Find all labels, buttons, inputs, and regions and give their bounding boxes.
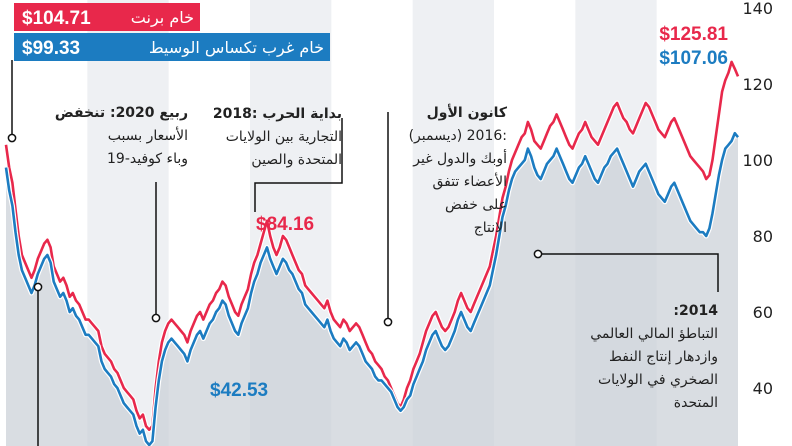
leader-2018 <box>254 118 343 212</box>
y-tick-label: 100 <box>742 151 773 170</box>
annotation-2016-line: على خفض <box>445 197 507 213</box>
annotation-2016-line: كانون الأول <box>427 104 508 121</box>
legend-brent-value: $104.71 <box>22 8 91 29</box>
y-tick-label: 60 <box>753 303 773 322</box>
legend-wti-bar <box>14 33 330 61</box>
brent-line <box>4 60 740 432</box>
annotation-2014-line: :2014 <box>673 303 718 319</box>
annotation-2014-line: المتحدة <box>674 395 718 411</box>
legend-brent-label: خام برنت <box>131 8 194 28</box>
leader-2016-dot <box>383 317 393 327</box>
legend-wti-value: $99.33 <box>22 38 80 59</box>
leader-2016-low-dot <box>33 282 43 292</box>
annotation-2014-line: الصخري في الولايات <box>598 372 718 388</box>
wti-area <box>6 133 738 446</box>
leader-2020-dot <box>151 313 161 323</box>
annotation-texts: ربيع 2020: تنخفض الأسعار بسبب وباء كوفيد-1… <box>55 24 729 411</box>
y-tick-label: 140 <box>742 0 773 18</box>
annotation-2016-line: الانتاج <box>474 220 507 236</box>
annotation-2014-line: التباطؤ المالي العالمي <box>590 326 718 342</box>
area-layer <box>6 133 738 446</box>
annotation-2016-line: (ديسمبر) 2016: <box>409 128 507 144</box>
legend-wti-label: خام غرب تكساس الوسيط <box>149 38 324 58</box>
leader-start-dot <box>7 133 17 143</box>
y-tick-label: 40 <box>753 379 773 398</box>
annotation-2014-line: وازدهار إنتاج النفط <box>609 349 718 365</box>
annotation-2020-line: ربيع 2020: تنخفض <box>55 105 188 121</box>
leader-2014-dot <box>533 249 543 259</box>
annotation-2018-line: المتحدة والصين <box>251 152 342 168</box>
annotation-2016-line: الأعضاء تتفق <box>432 172 507 190</box>
leader-2014 <box>538 253 719 292</box>
legend: $104.71 خام برنت $99.33 خام غرب تكساس الوسي… <box>14 3 330 61</box>
annotation-2016-line: أوبك والدول غير <box>412 149 507 167</box>
annotation-2020-line: الأسعار بسبب <box>108 126 188 144</box>
annotation-leaders <box>7 60 719 446</box>
callout-wti-low: $42.53 <box>210 380 268 401</box>
series-lines <box>3 59 741 446</box>
y-tick-label: 80 <box>753 227 773 246</box>
annotation-2018-line: التجارية بين الولايات <box>226 129 342 145</box>
y-axis: 40 60 80 100 120 140 <box>742 0 773 398</box>
callout-wti-latest: $107.06 <box>659 48 728 69</box>
y-tick-label: 120 <box>742 75 773 94</box>
callout-brent-2018: $84.16 <box>256 214 314 235</box>
annotation-2020-line: وباء كوفيد-19 <box>107 151 188 167</box>
wti-line <box>4 131 740 446</box>
annotation-2018-line: 2018: بداية الحرب <box>213 106 342 122</box>
legend-brent-bar <box>14 3 200 31</box>
callout-brent-latest: $125.81 <box>659 24 728 45</box>
